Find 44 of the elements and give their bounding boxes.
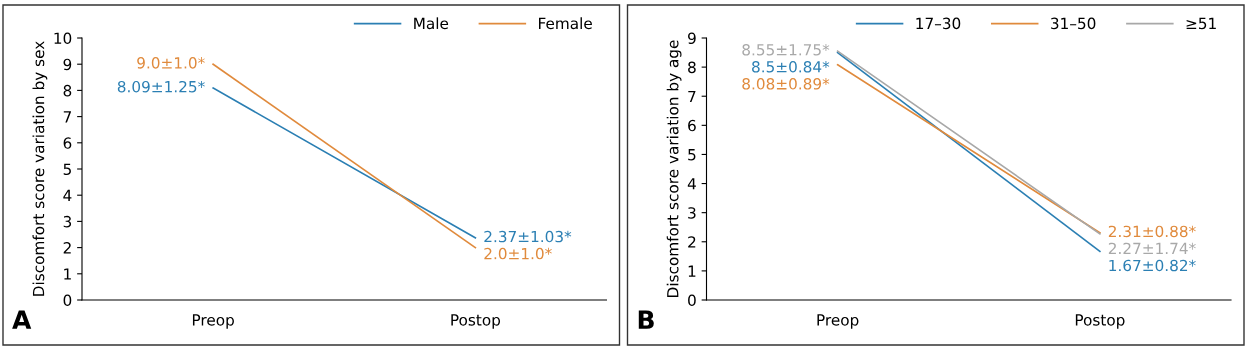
data-label: 2.0±1.0*: [484, 247, 552, 260]
x-tick-label: Preop: [192, 314, 234, 329]
y-axis-title: Discomfort score variation by age: [666, 40, 682, 297]
x-tick-label: Preop: [817, 314, 859, 329]
y-tick-label: 7: [688, 90, 696, 103]
text: B: [638, 310, 654, 329]
y-tick-label: 10: [54, 32, 72, 45]
y-tick-label: 0: [688, 294, 696, 307]
data-label: 2.37±1.03*: [484, 230, 572, 243]
text: A: [12, 310, 32, 329]
data-label: 8.08±0.89*: [742, 78, 830, 90]
data-label: 2.27±1.74*: [1108, 242, 1196, 254]
y-tick-label: 8: [688, 61, 696, 74]
data-label: 2.31±0.88*: [1108, 225, 1196, 238]
legend-label: 17–30: [916, 17, 961, 30]
y-tick-label: 5: [63, 163, 71, 176]
y-tick-label: 9: [688, 32, 696, 45]
legend-label: Female: [539, 17, 592, 30]
y-tick-label: 2: [63, 242, 71, 254]
y-tick-label: 3: [63, 215, 72, 228]
x-tick-label: Postop: [1075, 314, 1125, 329]
legend-label: Male: [414, 17, 449, 30]
legend-label: ≥51: [1186, 17, 1216, 30]
y-tick-label: 4: [63, 189, 72, 201]
y-tick-label: 8: [63, 84, 72, 97]
y-tick-label: 6: [63, 137, 72, 149]
y-tick-label: 7: [63, 111, 71, 123]
y-axis-title: Discomfort score variation by sex: [32, 41, 48, 296]
x-tick-label: Postop: [451, 314, 501, 329]
y-tick-label: 1: [688, 265, 696, 277]
data-label: 8.09±1.25*: [117, 80, 205, 93]
data-label: 1.67±0.82*: [1109, 259, 1196, 272]
data-label: 8.55±1.75*: [742, 43, 830, 56]
y-tick-label: 4: [687, 178, 696, 190]
legend-label: 31–50: [1051, 17, 1096, 30]
y-tick-label: 0: [63, 294, 72, 307]
data-label: 8.5±0.84*: [752, 61, 830, 73]
y-tick-label: 9: [63, 58, 72, 71]
y-tick-label: 3: [688, 207, 696, 219]
y-tick-label: 1: [64, 268, 71, 280]
y-tick-label: 2: [688, 236, 696, 248]
y-tick-label: 5: [688, 149, 696, 161]
data-label: 9.0±1.0*: [137, 57, 205, 69]
y-tick-label: 6: [688, 119, 696, 132]
